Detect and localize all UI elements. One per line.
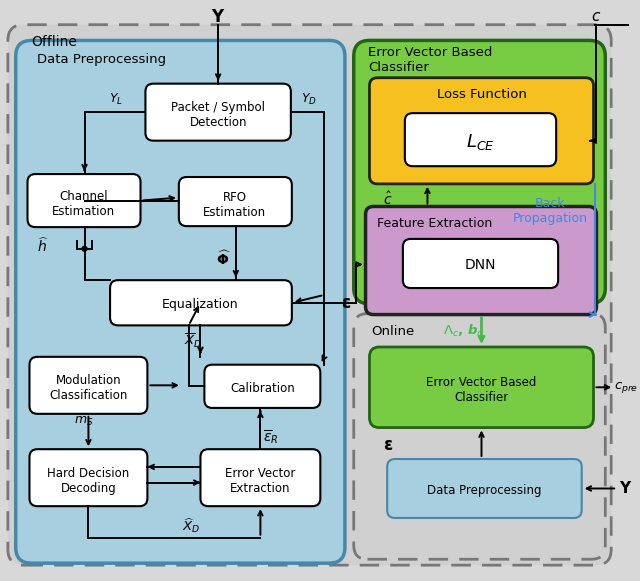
Text: $c$: $c$ [591,9,602,24]
FancyBboxPatch shape [405,113,556,166]
Text: Channel
Estimation: Channel Estimation [52,189,115,217]
Text: $\mathbf{Y}$: $\mathbf{Y}$ [211,8,225,26]
Text: $\hat{c}$: $\hat{c}$ [383,191,393,208]
Text: Hard Decision
Decoding: Hard Decision Decoding [47,467,129,494]
Text: RFO
Estimation: RFO Estimation [204,191,266,218]
Text: Data Preprocessing: Data Preprocessing [427,484,541,497]
Text: Equalization: Equalization [162,298,239,311]
Text: $Y_D$: $Y_D$ [301,92,317,107]
Text: Offline: Offline [31,35,77,49]
Text: $L_{CE}$: $L_{CE}$ [466,132,495,152]
Text: $\widehat{X}_D$: $\widehat{X}_D$ [182,517,201,535]
Text: $m_S$: $m_S$ [74,415,93,428]
Text: $\widehat{h}$: $\widehat{h}$ [37,236,49,255]
FancyBboxPatch shape [29,449,147,506]
FancyBboxPatch shape [179,177,292,226]
Text: Modulation
Classification: Modulation Classification [49,374,127,402]
Text: Loss Function: Loss Function [436,88,527,101]
Text: $\mathbf{Y}$: $\mathbf{Y}$ [619,480,632,497]
FancyBboxPatch shape [354,314,605,560]
Text: $\overline{X}_D$: $\overline{X}_D$ [184,332,203,350]
FancyBboxPatch shape [28,174,141,227]
FancyBboxPatch shape [8,25,611,565]
Circle shape [82,246,87,251]
FancyBboxPatch shape [369,347,593,428]
FancyBboxPatch shape [354,41,605,304]
FancyBboxPatch shape [369,78,593,184]
FancyBboxPatch shape [29,357,147,414]
Text: $c_{pre}$: $c_{pre}$ [614,380,639,394]
Text: Data Preprocessing: Data Preprocessing [37,53,166,66]
FancyBboxPatch shape [204,365,321,408]
Text: $\boldsymbol{\varepsilon}$: $\boldsymbol{\varepsilon}$ [340,294,351,312]
FancyBboxPatch shape [110,280,292,325]
Text: $\boldsymbol{\varepsilon}$: $\boldsymbol{\varepsilon}$ [383,436,393,454]
Text: DNN: DNN [465,259,496,272]
Text: $\Lambda_c$, $\boldsymbol{b}_c$: $\Lambda_c$, $\boldsymbol{b}_c$ [444,323,484,339]
Text: Error Vector Based
Classifier: Error Vector Based Classifier [426,376,537,404]
FancyBboxPatch shape [387,459,582,518]
FancyBboxPatch shape [145,84,291,141]
FancyBboxPatch shape [200,449,321,506]
FancyBboxPatch shape [16,41,345,563]
Text: Error Vector
Extraction: Error Vector Extraction [225,467,296,494]
Text: Back
Propagation: Back Propagation [513,198,588,225]
FancyBboxPatch shape [403,239,558,288]
Text: $\overline{\varepsilon}_R$: $\overline{\varepsilon}_R$ [264,428,279,446]
Text: Error Vector Based
Classifier: Error Vector Based Classifier [369,46,493,74]
Text: Calibration: Calibration [230,382,295,394]
Text: Feature Extraction: Feature Extraction [378,217,493,229]
Text: Packet / Symbol
Detection: Packet / Symbol Detection [171,101,265,129]
Text: Online: Online [371,325,415,338]
Text: $\widehat{\boldsymbol{\Phi}}$: $\widehat{\boldsymbol{\Phi}}$ [216,249,232,268]
FancyBboxPatch shape [365,206,596,314]
Text: $Y_L$: $Y_L$ [109,92,123,107]
